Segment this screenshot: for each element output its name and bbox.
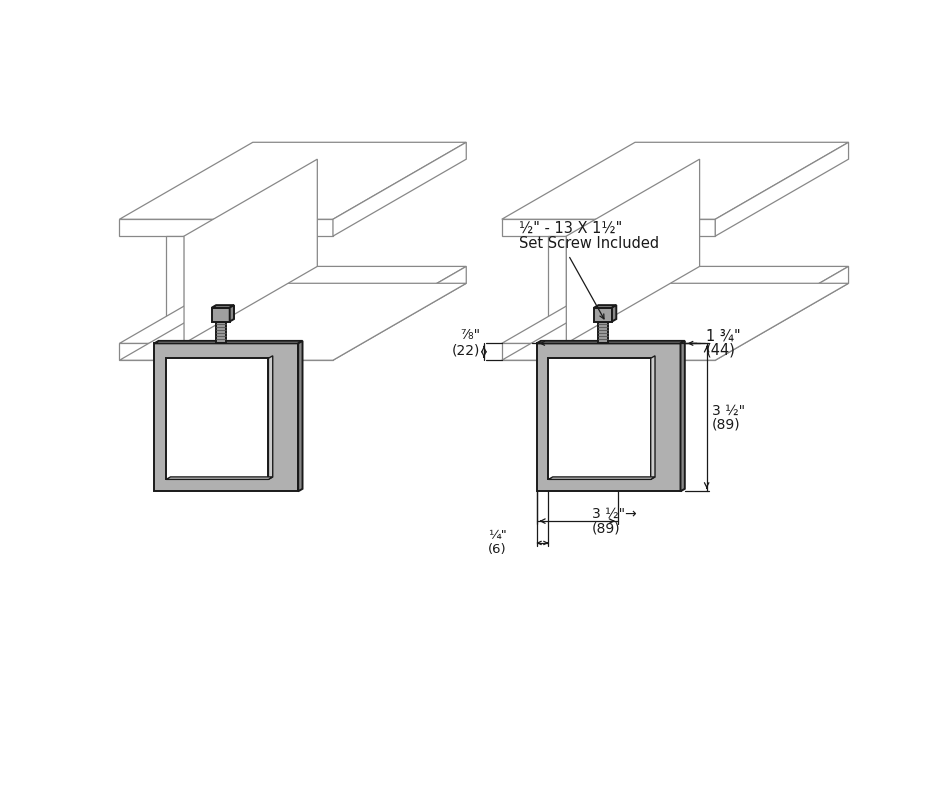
- Polygon shape: [212, 377, 291, 458]
- Polygon shape: [594, 305, 617, 307]
- Polygon shape: [539, 409, 547, 490]
- Polygon shape: [119, 284, 466, 360]
- Polygon shape: [502, 284, 849, 360]
- Polygon shape: [227, 409, 236, 490]
- Polygon shape: [598, 322, 608, 344]
- Polygon shape: [548, 477, 655, 479]
- Polygon shape: [156, 409, 164, 490]
- Text: 3 ½"→: 3 ½"→: [592, 507, 637, 521]
- Text: ⁷⁄₈": ⁷⁄₈": [460, 329, 480, 343]
- Polygon shape: [595, 377, 674, 458]
- Text: (6): (6): [488, 544, 507, 556]
- Polygon shape: [502, 344, 715, 360]
- Polygon shape: [119, 266, 466, 344]
- Polygon shape: [229, 305, 234, 322]
- Text: 3 ½": 3 ½": [712, 403, 744, 418]
- Polygon shape: [184, 159, 318, 344]
- Polygon shape: [166, 477, 273, 479]
- Polygon shape: [539, 482, 619, 490]
- Text: (44): (44): [706, 343, 735, 358]
- Polygon shape: [298, 341, 303, 491]
- Polygon shape: [156, 482, 236, 490]
- Polygon shape: [156, 377, 291, 409]
- Polygon shape: [548, 236, 566, 344]
- Polygon shape: [166, 359, 269, 479]
- Polygon shape: [119, 344, 333, 360]
- Polygon shape: [333, 143, 466, 236]
- Polygon shape: [216, 322, 226, 344]
- Polygon shape: [715, 143, 849, 236]
- Polygon shape: [612, 305, 617, 322]
- Polygon shape: [610, 409, 619, 490]
- Polygon shape: [269, 355, 273, 479]
- Polygon shape: [619, 377, 674, 490]
- Polygon shape: [715, 266, 849, 360]
- Polygon shape: [502, 219, 715, 236]
- Polygon shape: [154, 344, 298, 491]
- Polygon shape: [236, 377, 291, 490]
- Polygon shape: [212, 305, 234, 307]
- Polygon shape: [166, 236, 184, 344]
- Polygon shape: [212, 307, 229, 322]
- Polygon shape: [681, 341, 685, 491]
- Polygon shape: [119, 143, 466, 219]
- Text: (89): (89): [712, 418, 740, 431]
- Text: ½" - 13 X 1½": ½" - 13 X 1½": [519, 221, 622, 236]
- Polygon shape: [537, 341, 685, 344]
- Polygon shape: [537, 344, 681, 491]
- Polygon shape: [539, 377, 674, 409]
- Polygon shape: [502, 266, 849, 344]
- Text: (89): (89): [592, 521, 620, 535]
- Polygon shape: [502, 143, 849, 219]
- Polygon shape: [594, 307, 612, 322]
- Polygon shape: [119, 219, 333, 236]
- Polygon shape: [650, 355, 655, 479]
- Text: (22): (22): [451, 344, 480, 357]
- Text: 1 ¾": 1 ¾": [706, 329, 741, 344]
- Polygon shape: [548, 359, 650, 479]
- Polygon shape: [154, 341, 303, 344]
- Polygon shape: [333, 266, 466, 360]
- Text: Set Screw Included: Set Screw Included: [519, 236, 659, 251]
- Polygon shape: [566, 159, 699, 344]
- Text: ¼": ¼": [488, 530, 507, 542]
